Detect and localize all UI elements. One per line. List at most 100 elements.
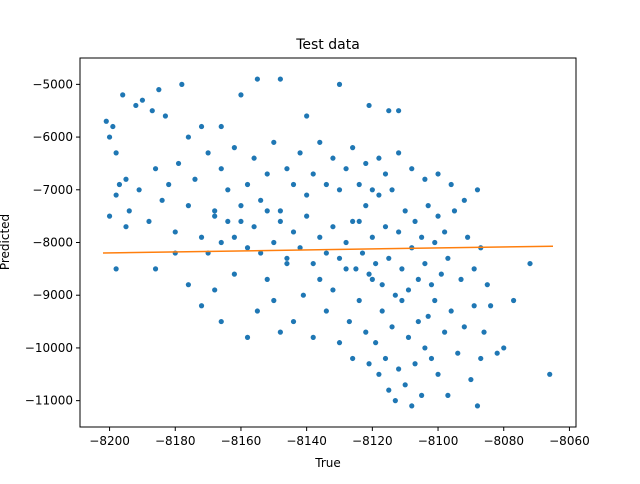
data-point: [198, 234, 205, 240]
data-point: [350, 218, 356, 225]
data-point: [264, 276, 270, 282]
data-point: [212, 208, 218, 214]
data-point: [238, 92, 244, 98]
data-point: [310, 171, 316, 177]
data-point: [396, 108, 402, 114]
data-point: [422, 260, 428, 267]
data-point: [238, 218, 244, 225]
data-point: [389, 187, 395, 193]
data-point: [284, 166, 290, 172]
data-point: [133, 102, 139, 109]
data-point: [330, 155, 336, 161]
x-tick-label: −8180: [155, 434, 196, 448]
data-point: [484, 282, 490, 288]
data-point: [179, 81, 185, 87]
data-point: [185, 134, 191, 140]
data-point: [451, 208, 458, 214]
data-point: [139, 97, 146, 103]
data-point: [238, 203, 244, 209]
data-point: [258, 197, 264, 203]
data-point: [116, 181, 123, 188]
data-point: [392, 292, 398, 298]
data-point: [152, 166, 159, 172]
data-point: [369, 234, 375, 240]
data-point: [343, 239, 349, 246]
data-point: [162, 113, 168, 119]
fit-line: [102, 245, 554, 254]
data-point: [373, 340, 379, 346]
data-point: [244, 181, 251, 188]
data-point: [379, 308, 385, 314]
data-point: [353, 266, 359, 272]
fit-line-layer: [102, 245, 554, 254]
data-point: [428, 355, 435, 362]
data-point: [271, 139, 277, 145]
data-point: [152, 266, 159, 272]
x-tick-label: −8160: [221, 434, 262, 448]
data-point: [435, 171, 441, 177]
x-tick-label: −8060: [549, 434, 590, 448]
data-point: [336, 340, 343, 346]
data-point: [110, 123, 116, 130]
data-point: [120, 92, 126, 98]
data-point: [359, 250, 366, 256]
x-tick-label: −8080: [483, 434, 524, 448]
data-point: [304, 213, 310, 219]
x-tick-label: −8120: [352, 434, 393, 448]
data-point: [136, 187, 142, 193]
data-point: [123, 224, 129, 230]
data-point: [488, 303, 494, 309]
data-point: [212, 287, 218, 293]
data-point: [415, 318, 421, 325]
data-point: [510, 297, 517, 304]
data-point: [363, 203, 369, 209]
x-tick-label: −8100: [418, 434, 459, 448]
data-point: [343, 166, 349, 172]
data-point: [376, 371, 382, 377]
data-point: [356, 218, 362, 225]
data-point: [231, 145, 237, 151]
data-point: [386, 108, 392, 114]
data-point: [225, 218, 231, 225]
data-point: [149, 108, 155, 114]
data-point: [192, 176, 198, 182]
data-point: [330, 287, 336, 293]
data-point: [402, 382, 408, 388]
data-point: [527, 260, 533, 267]
data-point: [113, 266, 119, 272]
data-point: [277, 208, 283, 214]
data-point: [277, 218, 283, 225]
data-point: [501, 345, 507, 351]
data-point: [317, 139, 323, 145]
data-point: [412, 218, 418, 225]
x-axis-ticks: −8200 −8180 −8160 −8140 −8120 −8100 −8080 −8060: [89, 427, 590, 448]
y-tick-label: −7000: [32, 183, 73, 197]
data-point: [448, 181, 454, 188]
data-point: [366, 102, 372, 109]
data-point: [399, 297, 405, 304]
data-point: [389, 324, 395, 330]
data-point: [323, 250, 329, 256]
data-point: [428, 282, 435, 288]
data-point: [300, 292, 306, 298]
data-point: [103, 118, 109, 124]
data-point: [438, 271, 444, 277]
x-tick-label: −8200: [89, 434, 130, 448]
data-point: [471, 266, 477, 272]
x-tick-label: −8140: [286, 434, 327, 448]
data-point: [258, 250, 264, 256]
data-point: [471, 303, 477, 309]
data-point: [277, 76, 283, 82]
data-point: [284, 255, 290, 261]
data-point: [218, 318, 224, 325]
data-point: [113, 150, 119, 156]
data-point: [356, 297, 362, 304]
data-point: [432, 239, 438, 246]
data-point: [212, 213, 218, 219]
data-point: [297, 150, 303, 156]
data-point: [336, 255, 343, 261]
data-point: [435, 371, 441, 377]
data-point: [392, 398, 398, 404]
data-point: [346, 318, 352, 325]
